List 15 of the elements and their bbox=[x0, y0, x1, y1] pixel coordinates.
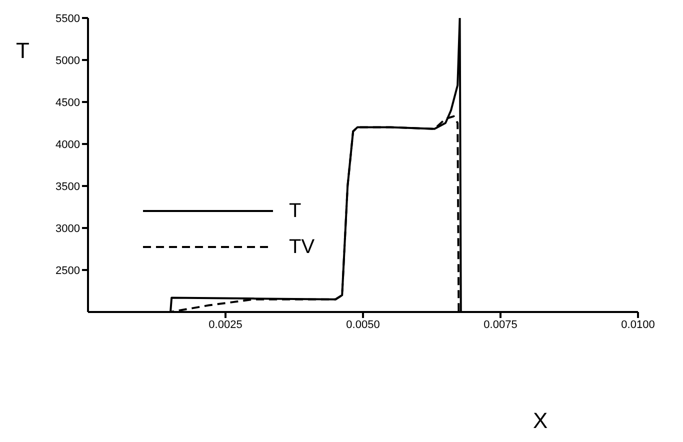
y-tick-label: 4000 bbox=[56, 138, 80, 151]
y-tick-label: 3500 bbox=[56, 180, 80, 193]
y-axis-title: T bbox=[16, 38, 30, 64]
x-axis-title: X bbox=[533, 408, 548, 434]
y-tick-label: 5000 bbox=[56, 54, 80, 67]
y-tick-label: 2500 bbox=[56, 264, 80, 277]
y-tick-label: 4500 bbox=[56, 96, 80, 109]
text: T bbox=[289, 200, 302, 222]
x-tick-label: 0.0050 bbox=[346, 318, 380, 331]
x-tick-label: 0.0100 bbox=[621, 318, 655, 331]
x-tick-label: 0.0075 bbox=[484, 318, 518, 331]
x-tick-label: 0.0025 bbox=[208, 318, 242, 331]
y-tick-label: 3000 bbox=[56, 222, 80, 235]
y-tick-label: 5500 bbox=[56, 12, 80, 25]
series-label: TV bbox=[289, 236, 315, 258]
